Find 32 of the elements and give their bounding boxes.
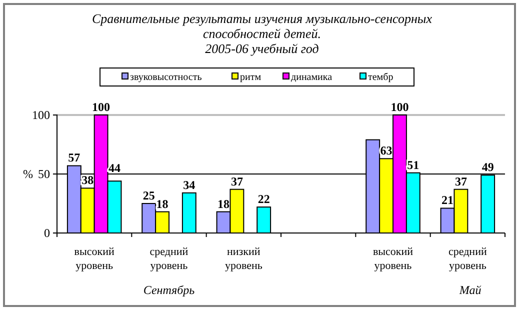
data-label: 63 [380,144,392,158]
data-label: 57 [68,150,80,165]
data-label: 37 [454,174,467,188]
x-tick-label: высокий уровень [74,246,114,272]
data-label: 21 [442,193,454,208]
x-tick-label: низкий уровень [224,246,262,272]
legend-label: тембр [368,72,394,83]
data-label: 38 [82,173,94,188]
data-label: 22 [258,192,270,206]
data-label: 100 [92,100,110,114]
text: Май [458,283,482,297]
data-label: 34 [183,178,196,192]
y-tick-label: 0 [44,226,50,240]
x-tick-label: средний уровень [448,246,487,272]
data-label: 100 [390,100,409,114]
legend-label: динамика [291,72,333,83]
data-label: 49 [482,160,494,174]
data-label: 25 [142,188,155,202]
data-label: 51 [407,158,420,172]
x-tick-label: высокий уровень [372,246,414,272]
data-label: 18 [218,196,230,211]
y-axis-title: % [23,167,33,181]
y-tick-label: 100 [32,108,50,122]
legend-label: ритм [240,72,262,83]
data-label: 18 [156,196,168,211]
data-label: 37 [230,174,243,188]
y-tick-label: 50 [38,166,50,181]
text: Сентябрь [143,283,196,297]
x-tick-label: средний уровень [150,246,188,272]
data-label: 44 [108,161,120,175]
chart-title: Сравнительные результаты изучения музыкально-сенсорных способностей детей. 2005-06 учебный год [92,11,432,56]
legend-label: звуковысотность [130,72,202,83]
